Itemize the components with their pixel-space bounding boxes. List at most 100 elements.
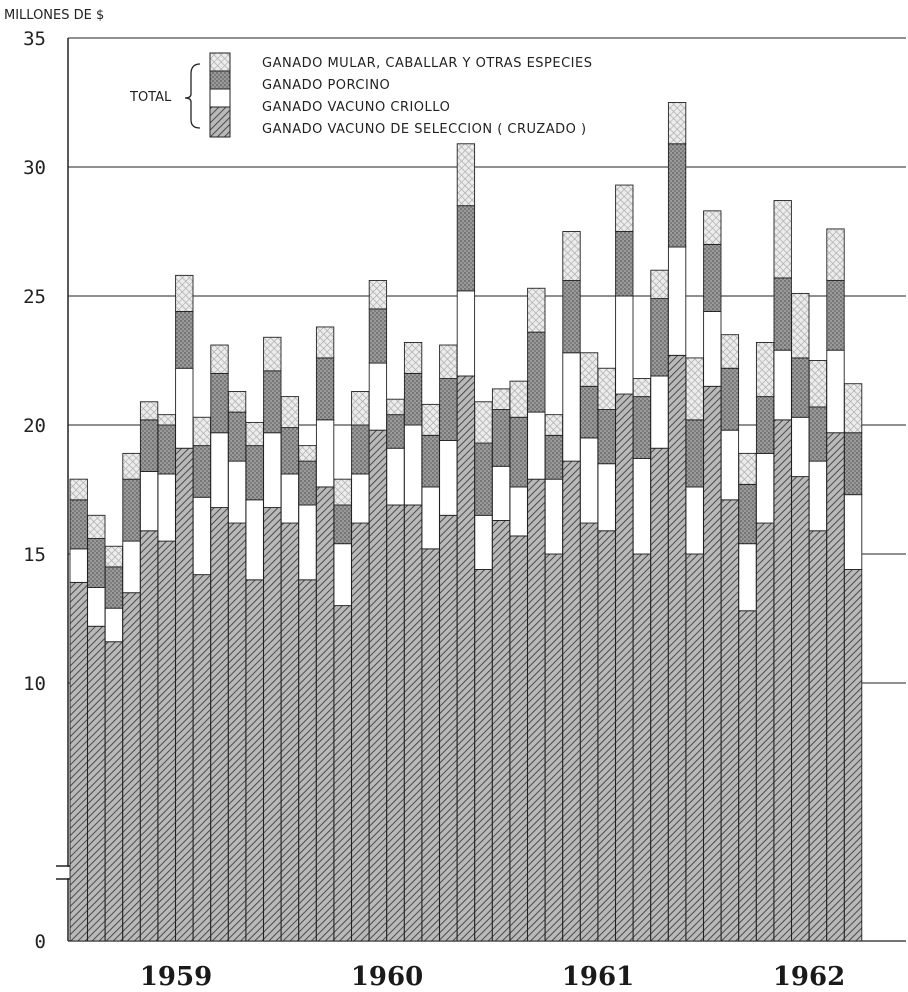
bar-segment-mular-18 [386, 398, 405, 416]
bar-segment-criollo-9 [227, 460, 247, 524]
bar-segment-porcino-29 [579, 385, 599, 439]
bar-segment-porcino-12 [280, 427, 300, 475]
bar-segment-mular-19 [403, 341, 423, 374]
bar-segment-mular-22 [456, 143, 476, 207]
bar-segment-mular-24 [491, 388, 511, 410]
legend-label-criollo: GANADO VACUNO CRIOLLO [262, 100, 450, 115]
bar-segment-porcino-14 [315, 357, 335, 421]
bar-segment-seleccion-43 [826, 432, 845, 942]
bar-segment-mular-17 [368, 280, 388, 310]
bar-segment-criollo-33 [650, 375, 669, 449]
bar-segment-mular-42 [808, 360, 828, 408]
bar-segment-criollo-3 [122, 540, 141, 594]
bar-segment-porcino-41 [791, 357, 810, 418]
legend: TOTAL GANADO MULAR, CABALLAR Y OTRAS ESP… [129, 52, 592, 138]
bar-segment-mular-15 [333, 478, 352, 506]
bar-segment-criollo-4 [139, 470, 159, 532]
bar-segment-porcino-2 [104, 566, 124, 609]
bar-segment-mular-36 [703, 210, 722, 245]
y-tick-label-0: 0 [35, 931, 46, 953]
bar-segment-mular-37 [720, 334, 740, 369]
bar-segment-seleccion-19 [403, 504, 423, 942]
bar-segment-porcino-8 [210, 372, 229, 434]
bar-segment-mular-3 [122, 452, 141, 480]
bar-segment-porcino-20 [421, 434, 440, 488]
bar-segment-porcino-24 [491, 409, 511, 467]
bar-segment-mular-0 [69, 478, 88, 501]
bar-segment-criollo-25 [509, 486, 528, 537]
bar-segment-seleccion-36 [703, 385, 722, 942]
bar-segment-seleccion-33 [650, 447, 669, 942]
bar-segment-mular-33 [650, 269, 669, 300]
bar-segment-seleccion-6 [175, 447, 194, 942]
y-axis-unit-label: MILLONES DE $ [4, 8, 104, 23]
bar-segment-porcino-39 [755, 396, 775, 454]
bar-segment-mular-12 [280, 396, 300, 429]
bar-segment-criollo-13 [298, 504, 317, 581]
bar-segment-criollo-38 [738, 543, 757, 612]
bar-segment-seleccion-0 [69, 581, 88, 942]
bar-segment-seleccion-15 [333, 605, 352, 942]
bar-segment-mular-29 [579, 352, 599, 387]
bar-segment-seleccion-5 [157, 540, 176, 942]
bar-segment-criollo-27 [544, 478, 564, 555]
bar-segment-porcino-31 [615, 231, 634, 297]
bar-segment-criollo-0 [69, 548, 88, 583]
bar-segment-porcino-10 [245, 445, 264, 501]
bar-segment-criollo-11 [263, 432, 282, 509]
bar-segment-porcino-35 [685, 419, 704, 488]
bar-segment-porcino-7 [192, 445, 212, 498]
bar-segment-porcino-15 [333, 504, 352, 545]
bar-segment-mular-39 [755, 341, 775, 398]
bar-segment-seleccion-27 [544, 553, 564, 942]
bar-segment-mular-40 [773, 200, 792, 279]
legend-swatch-criollo [209, 88, 231, 108]
bar-segment-porcino-22 [456, 205, 476, 292]
bar-segment-criollo-28 [562, 352, 581, 462]
bar-segment-seleccion-28 [562, 460, 581, 942]
y-tick-label-30: 30 [23, 157, 46, 179]
bar-segment-porcino-36 [703, 243, 722, 312]
bar-segment-criollo-2 [104, 607, 124, 643]
bar-segment-porcino-28 [562, 280, 581, 354]
bar-segment-seleccion-18 [386, 504, 405, 942]
bar-segment-mular-6 [175, 274, 194, 312]
bar-segment-seleccion-13 [298, 579, 317, 942]
bar-segment-seleccion-3 [122, 592, 141, 942]
bar-segment-criollo-20 [421, 486, 440, 550]
bar-segment-porcino-13 [298, 460, 317, 506]
bar-segment-mular-26 [527, 287, 546, 333]
bar-segment-porcino-17 [368, 308, 388, 364]
bar-segment-seleccion-17 [368, 429, 388, 942]
bar-segment-porcino-42 [808, 406, 828, 462]
bar-segment-seleccion-42 [808, 530, 828, 942]
y-tick-label-15: 15 [23, 544, 46, 566]
y-tick-label-10: 10 [23, 673, 46, 695]
bar-segment-porcino-32 [632, 396, 652, 459]
bar-segment-criollo-39 [755, 452, 775, 524]
bar-segment-seleccion-14 [315, 486, 335, 942]
bar-segment-seleccion-37 [720, 499, 740, 942]
bar-segment-mular-1 [87, 514, 106, 539]
bar-segment-seleccion-30 [597, 530, 616, 942]
bar-segment-seleccion-21 [439, 514, 458, 942]
bar-segment-criollo-26 [527, 411, 546, 480]
bar-segment-seleccion-24 [491, 520, 511, 942]
bar-segment-seleccion-11 [263, 507, 282, 942]
bar-segment-porcino-44 [843, 432, 863, 496]
bar-segment-seleccion-38 [738, 610, 757, 942]
bar-segment-porcino-37 [720, 367, 740, 431]
bar-segment-mular-4 [139, 401, 159, 421]
bar-segment-criollo-7 [192, 496, 212, 576]
bar-segment-mular-31 [615, 184, 634, 232]
bar-segment-criollo-29 [579, 437, 599, 524]
legend-label-mular: GANADO MULAR, CABALLAR Y OTRAS ESPECIES [262, 56, 592, 71]
bar-segment-criollo-17 [368, 362, 388, 431]
bar-segment-mular-28 [562, 231, 581, 281]
legend-label-porcino: GANADO PORCINO [262, 78, 390, 93]
bar-segment-mular-20 [421, 403, 440, 436]
bar-segment-criollo-31 [615, 295, 634, 395]
bar-segment-mular-13 [298, 445, 317, 462]
bar-segment-criollo-1 [87, 587, 106, 627]
